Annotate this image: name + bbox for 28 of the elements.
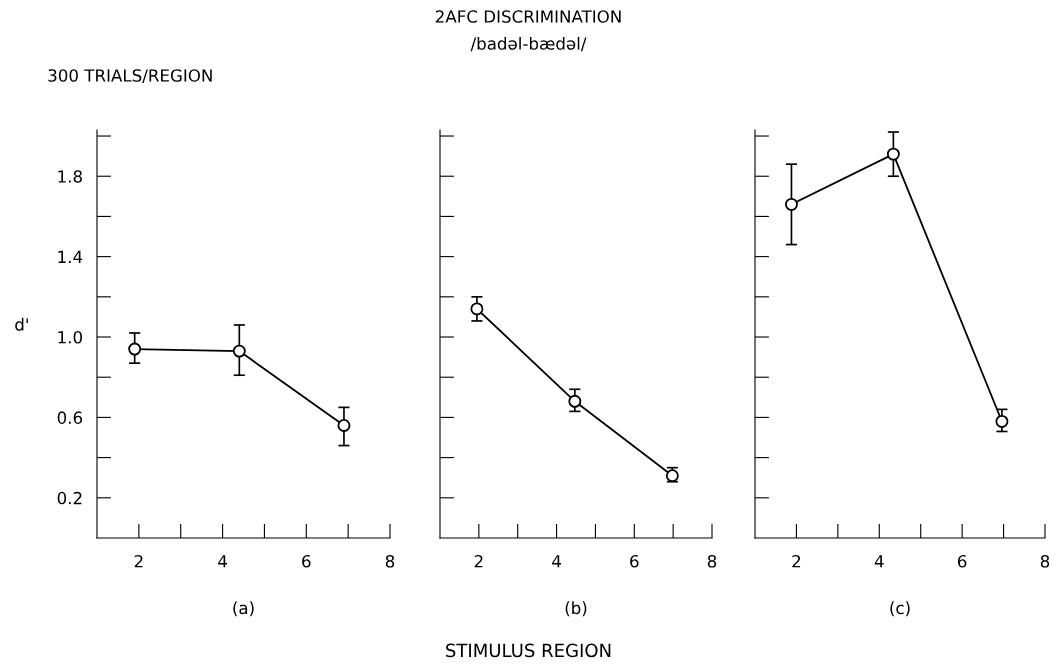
y-tick-label: 0.6 <box>57 411 83 424</box>
x-tick-label: 6 <box>958 554 967 568</box>
x-tick-label: 8 <box>385 554 395 568</box>
point <box>337 418 351 432</box>
x-tick-label: 8 <box>1040 554 1050 568</box>
point <box>128 342 142 356</box>
x-tick-label: 4 <box>218 555 227 568</box>
x-axis-title: (a) <box>233 601 254 617</box>
y-tick-label: 1.4 <box>58 250 83 263</box>
text: 300 TRIALS/REGION <box>48 69 212 84</box>
y-tick-label: 1.8 <box>58 170 82 183</box>
x-axis-title: (b) <box>565 601 587 617</box>
x-tick-label: 8 <box>707 554 717 568</box>
text: STIMULUS REGION <box>446 643 611 658</box>
y-tick-label: 1.0 <box>58 330 82 344</box>
x-tick-label: 2 <box>792 554 801 568</box>
x-tick-label: 2 <box>474 554 483 568</box>
x-tick-label: 4 <box>552 555 561 568</box>
point <box>232 344 246 358</box>
chart-subtitle: /badəl-bædəl/ <box>470 36 587 52</box>
x-tick-label: 6 <box>302 554 311 568</box>
y-axis-title: d' <box>15 317 28 331</box>
x-tick-label: 6 <box>630 554 639 568</box>
x-tick-label: 2 <box>134 554 143 568</box>
y-tick-label: 0.2 <box>57 491 82 505</box>
x-axis-title: (c) <box>890 601 910 617</box>
x-tick-label: 4 <box>874 555 884 568</box>
chart-title: 2AFC DISCRIMINATION <box>435 10 621 23</box>
